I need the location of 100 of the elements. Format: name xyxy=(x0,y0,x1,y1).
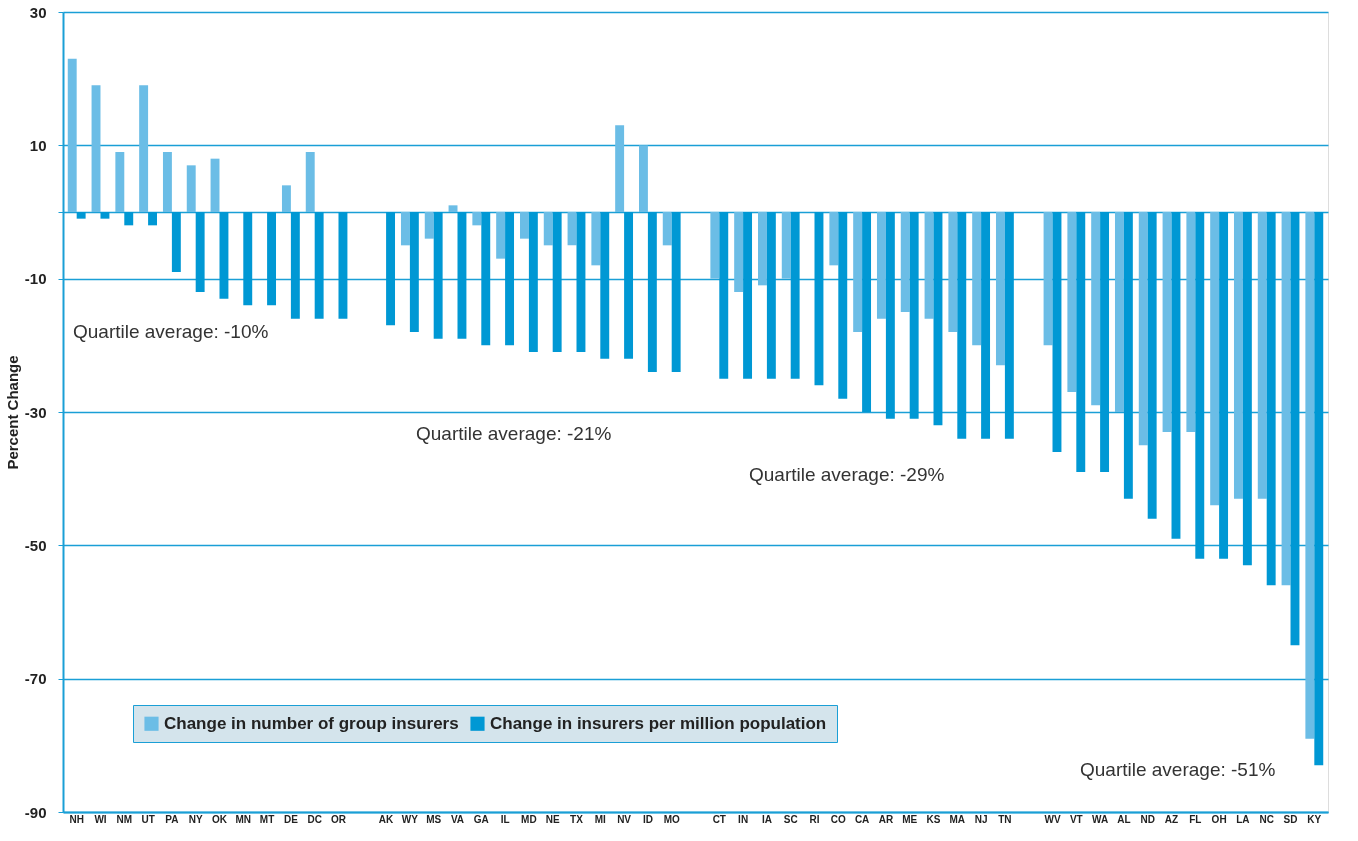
annotation: Quartile average: -51% xyxy=(1080,759,1276,780)
bar xyxy=(448,205,458,212)
bar xyxy=(1242,212,1252,566)
x-tick-label: NE xyxy=(545,813,560,825)
x-tick-label: IN xyxy=(738,813,749,825)
x-tick-label: PA xyxy=(165,813,179,825)
bar xyxy=(710,212,720,279)
x-tick-label: FL xyxy=(1189,813,1202,825)
annotation: Quartile average: -29% xyxy=(749,464,945,485)
bar xyxy=(1314,212,1324,766)
x-tick-label: NV xyxy=(617,813,632,825)
x-tick-label: MD xyxy=(521,813,537,825)
bar xyxy=(186,165,196,212)
bar xyxy=(734,212,744,292)
y-tick-label: -50 xyxy=(24,536,47,554)
y-tick-label: -10 xyxy=(24,270,47,288)
bar xyxy=(139,85,149,212)
x-tick-label: AK xyxy=(378,813,395,825)
bar xyxy=(662,212,672,246)
bar xyxy=(1171,212,1181,539)
bar xyxy=(115,152,125,212)
bar xyxy=(1195,212,1205,559)
bar xyxy=(1004,212,1014,439)
bar xyxy=(1114,212,1124,412)
bar xyxy=(948,212,958,332)
bar xyxy=(1210,212,1220,506)
bar xyxy=(1219,212,1229,559)
bar xyxy=(615,125,625,212)
bar xyxy=(76,212,86,219)
bar xyxy=(162,152,172,212)
bar xyxy=(433,212,443,339)
x-tick-label: NJ xyxy=(974,813,988,825)
bar xyxy=(638,145,648,212)
x-tick-label: ND xyxy=(1140,813,1155,825)
bar xyxy=(981,212,991,439)
bar xyxy=(766,212,776,379)
bar xyxy=(305,152,315,212)
bar xyxy=(314,212,324,319)
bar xyxy=(1147,212,1157,519)
bar xyxy=(281,185,291,212)
x-tick-label: ME xyxy=(902,813,918,825)
x-tick-label: ID xyxy=(642,813,653,825)
bar xyxy=(1067,212,1077,392)
x-tick-label: NH xyxy=(69,813,84,825)
x-tick-label: MT xyxy=(259,813,275,825)
bar xyxy=(838,212,848,399)
legend-label: Change in insurers per million population xyxy=(490,713,827,733)
bar xyxy=(972,212,982,346)
bar xyxy=(386,212,396,326)
x-tick-label: AR xyxy=(878,813,894,825)
bar xyxy=(600,212,610,359)
bar xyxy=(671,212,681,372)
bar xyxy=(1123,212,1133,499)
x-tick-label: VT xyxy=(1069,813,1083,825)
bar xyxy=(519,212,529,239)
bar xyxy=(1100,212,1110,472)
bar xyxy=(243,212,253,306)
x-tick-label: KS xyxy=(926,813,941,825)
bar xyxy=(219,212,229,299)
bar xyxy=(576,212,586,352)
bar xyxy=(528,212,538,352)
x-tick-label: IL xyxy=(500,813,510,825)
x-tick-label: DE xyxy=(283,813,299,825)
bar xyxy=(1233,212,1243,499)
bar xyxy=(1076,212,1086,472)
y-tick-label: -90 xyxy=(24,803,47,821)
bar xyxy=(91,85,101,212)
bar xyxy=(1052,212,1062,452)
bar xyxy=(757,212,767,286)
bar xyxy=(472,212,482,226)
bar xyxy=(719,212,729,379)
bar xyxy=(1257,212,1267,499)
bar xyxy=(290,212,300,319)
x-tick-label: MN xyxy=(235,813,252,825)
bar xyxy=(552,212,562,352)
x-tick-label: CA xyxy=(854,813,870,825)
y-axis-title: Percent Change xyxy=(3,355,21,470)
x-tick-label: MS xyxy=(426,813,442,825)
x-tick-label: AL xyxy=(1117,813,1131,825)
bar xyxy=(1091,212,1101,406)
bar xyxy=(1186,212,1196,432)
bar xyxy=(885,212,895,419)
x-tick-label: OH xyxy=(1211,813,1227,825)
bar xyxy=(862,212,872,412)
bar xyxy=(1305,212,1315,739)
y-tick-label: 10 xyxy=(29,136,47,154)
bar xyxy=(924,212,934,319)
x-tick-label: SD xyxy=(1283,813,1298,825)
x-tick-label: MI xyxy=(594,813,607,825)
bar xyxy=(743,212,753,379)
bar xyxy=(543,212,553,246)
x-tick-label: MO xyxy=(663,813,680,825)
x-tick-label: IA xyxy=(761,813,772,825)
bar xyxy=(957,212,967,439)
bar xyxy=(124,212,134,226)
bar xyxy=(496,212,506,259)
x-tick-label: UT xyxy=(141,813,155,825)
bar xyxy=(624,212,634,359)
x-tick-label: NY xyxy=(188,813,203,825)
bar xyxy=(100,212,110,219)
